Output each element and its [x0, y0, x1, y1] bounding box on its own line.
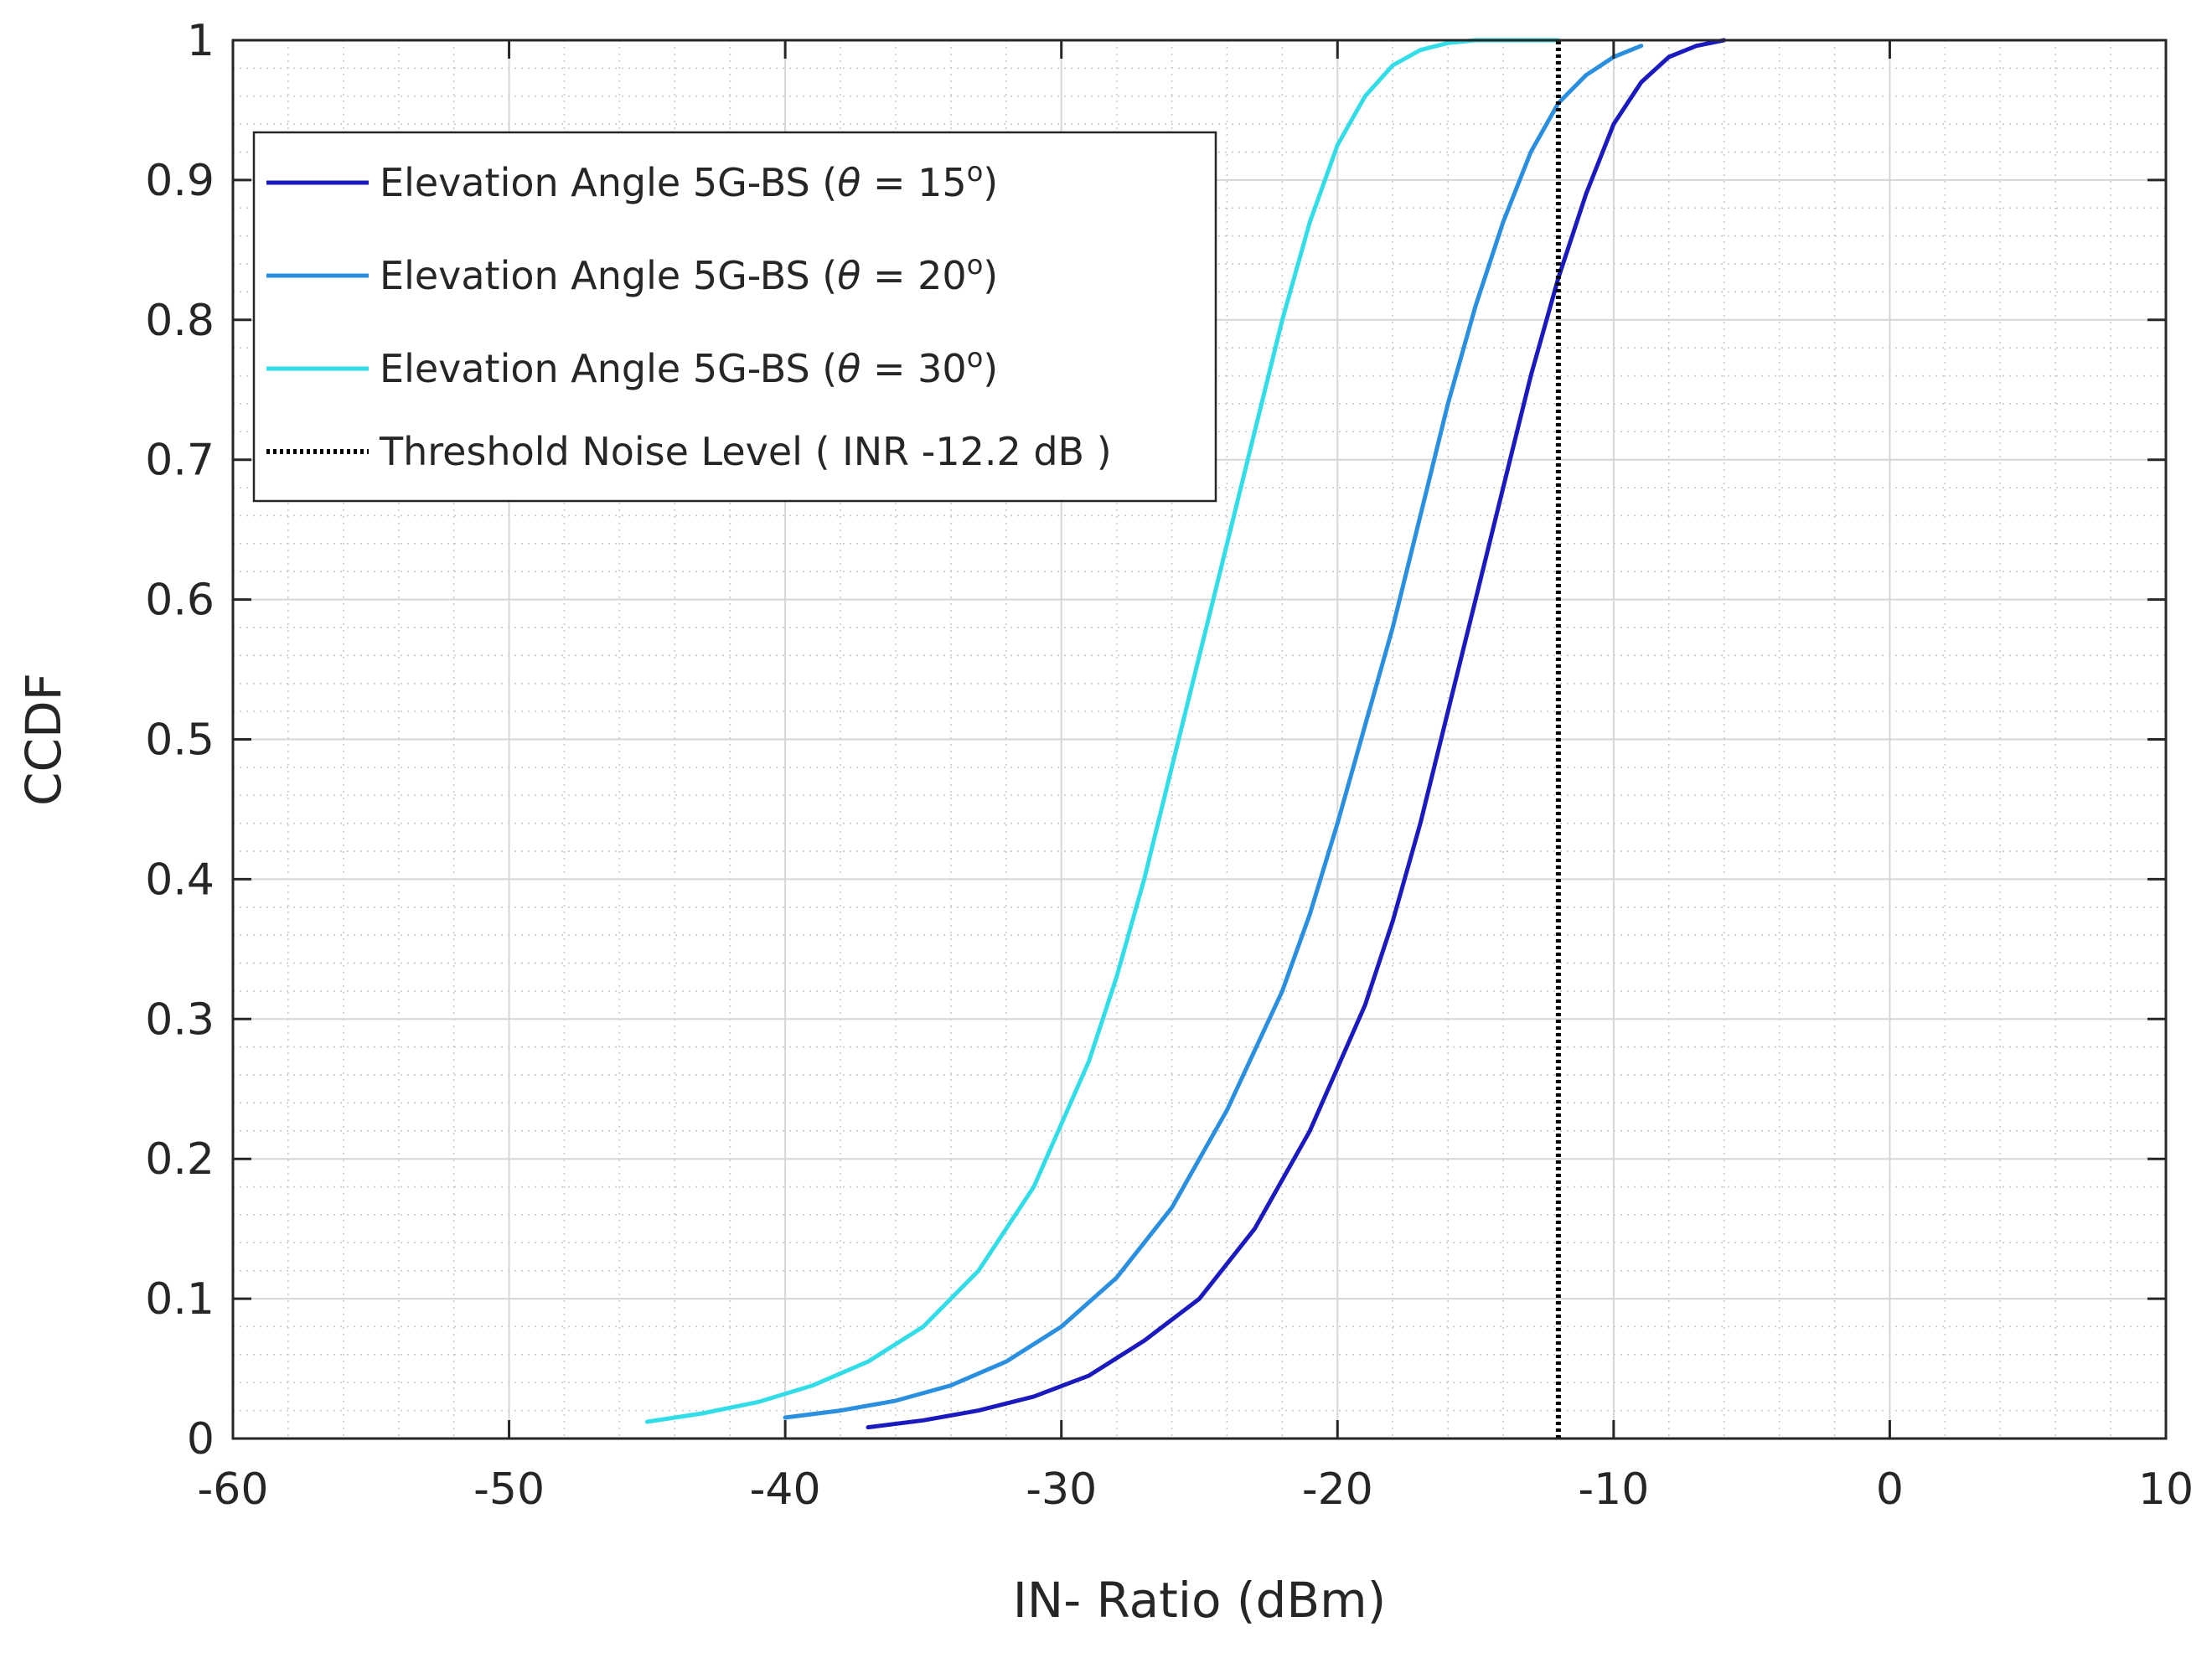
legend-box — [252, 131, 1217, 503]
series-line-theta-15 — [866, 38, 1727, 1430]
y-tick-label: 0.4 — [145, 855, 214, 905]
y-tick-label: 0.2 — [145, 1134, 214, 1185]
y-tick-label: 1 — [187, 16, 214, 66]
x-tick-label: -30 — [1026, 1464, 1097, 1515]
x-tick-label: -60 — [198, 1464, 269, 1515]
legend-label: Elevation Angle 5G-BS (θ = 30o) — [380, 342, 998, 391]
legend-label: Elevation Angle 5G-BS (θ = 15o) — [380, 156, 998, 205]
x-tick-label: 10 — [2138, 1464, 2194, 1515]
x-axis-tick-labels: -60 -50 -40 -30 -20 -10 0 10 — [198, 1464, 2194, 1515]
x-tick-label: 0 — [1876, 1464, 1904, 1515]
y-tick-label: 0.3 — [145, 994, 214, 1045]
y-tick-label: 0.9 — [145, 156, 214, 206]
y-tick-label: 0.7 — [145, 436, 214, 486]
legend: Elevation Angle 5G-BS (θ = 15o) Elevation… — [252, 131, 1217, 503]
x-tick-label: -50 — [473, 1464, 545, 1515]
y-tick-label: 0.6 — [145, 576, 214, 626]
axis-ticks — [231, 39, 2168, 1440]
series-line-theta-30 — [644, 38, 1561, 1424]
legend-items: Elevation Angle 5G-BS (θ = 15o) Elevation… — [266, 156, 1112, 474]
legend-label: Elevation Angle 5G-BS (θ = 20o) — [380, 249, 998, 298]
x-tick-label: -20 — [1302, 1464, 1373, 1515]
x-tick-label: -40 — [750, 1464, 821, 1515]
y-tick-label: 0.5 — [145, 715, 214, 766]
x-axis-title: IN- Ratio (dBm) — [1013, 1572, 1387, 1629]
series-line-theta-20 — [783, 44, 1644, 1420]
y-axis-title: CCDF — [15, 673, 72, 806]
series-layer — [644, 38, 1727, 1439]
y-tick-label: 0.1 — [145, 1274, 214, 1325]
legend-label: Threshold Noise Level ( INR -12.2 dB ) — [379, 429, 1112, 474]
y-tick-label: 0 — [187, 1414, 214, 1464]
y-axis-tick-labels: 0 0.1 0.2 0.3 0.4 0.5 0.6 0.7 0.8 0.9 1 — [145, 16, 214, 1464]
y-tick-label: 0.8 — [145, 296, 214, 346]
x-tick-label: -10 — [1578, 1464, 1649, 1515]
